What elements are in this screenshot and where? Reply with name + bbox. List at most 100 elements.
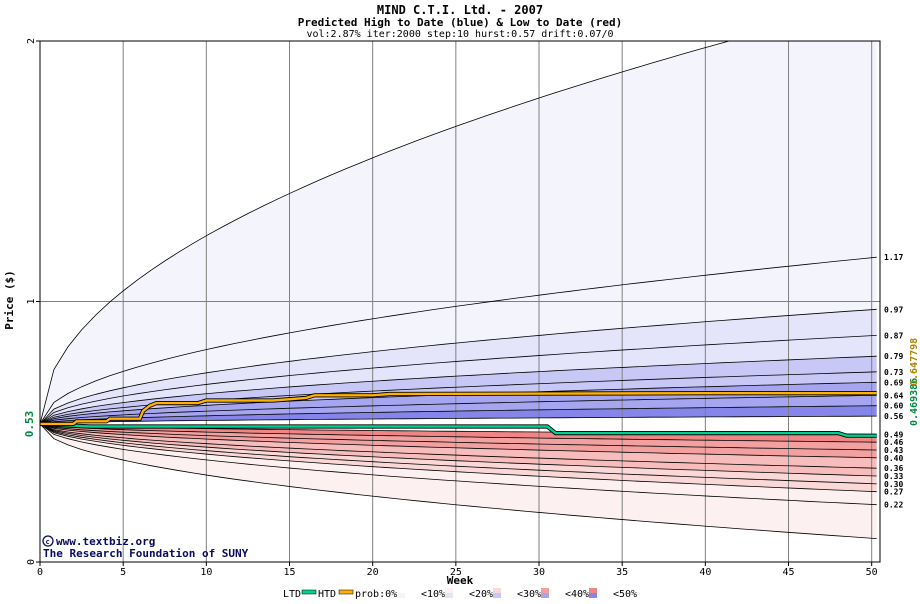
low-band-0 bbox=[40, 423, 877, 443]
legend-swatch-low bbox=[445, 588, 453, 593]
quantile-end-label: 0.97 bbox=[884, 305, 903, 314]
quantile-line bbox=[40, 423, 877, 539]
quantile-line bbox=[40, 423, 877, 506]
quantile-end-label: 0.87 bbox=[884, 331, 903, 340]
quantile-end-label: 0.60 bbox=[884, 402, 903, 411]
legend-prob-items: <10% <20% <30% <40% <50% bbox=[397, 588, 637, 600]
low-band-5 bbox=[40, 423, 877, 484]
quantile-end-label: 0.73 bbox=[884, 368, 903, 377]
legend-swatch-low bbox=[541, 588, 549, 593]
legend: LTD HTD prob:0% <10% <20% <30% <40% <50% bbox=[283, 588, 637, 600]
low-band-3 bbox=[40, 423, 877, 469]
quantile-end-label: 0.27 bbox=[884, 488, 903, 497]
low-band-4 bbox=[40, 423, 877, 476]
quantile-line bbox=[40, 415, 877, 425]
y-tick-label: 2 bbox=[26, 38, 37, 44]
legend-swatch-high bbox=[541, 593, 549, 598]
legend-swatch-high bbox=[397, 593, 405, 598]
quantile-end-label: 0.64 bbox=[884, 391, 903, 400]
high-band-8 bbox=[40, 405, 877, 424]
y-axis-label: Price ($) bbox=[3, 270, 16, 330]
chart-subtitle: Predicted High to Date (blue) & Low to D… bbox=[298, 16, 623, 29]
quantile-end-label: 0.36 bbox=[884, 464, 903, 473]
x-tick-labels: 0 5 10 15 20 25 30 35 40 45 50 bbox=[37, 562, 878, 578]
high-band-5 bbox=[40, 371, 877, 424]
quantile-end-label: 1.17 bbox=[884, 253, 903, 262]
high-band-0 bbox=[40, 41, 877, 424]
legend-item-label: <30% bbox=[517, 589, 541, 600]
quantile-line bbox=[40, 423, 877, 485]
legend-prob-prefix: prob:0% bbox=[355, 589, 397, 600]
legend-htd-label: HTD bbox=[318, 589, 336, 600]
quantile-end-label: 0.56 bbox=[884, 412, 903, 421]
x-tick-label: 5 bbox=[120, 567, 126, 578]
quantile-line bbox=[40, 355, 877, 425]
legend-swatch-high bbox=[589, 593, 597, 598]
legend-ltd-swatch bbox=[301, 589, 317, 595]
quantile-line bbox=[40, 335, 877, 425]
legend-swatch-high bbox=[445, 593, 453, 598]
credit-org: The Research Foundation of SUNY bbox=[43, 547, 249, 560]
x-tick-label: 10 bbox=[200, 567, 212, 578]
chart-title: MIND C.T.I. Ltd. - 2007 bbox=[377, 3, 543, 17]
low-band-6 bbox=[40, 423, 877, 492]
ltd-line bbox=[39, 422, 877, 437]
start-price-label: 0.53 bbox=[23, 411, 36, 438]
quantile-line bbox=[40, 423, 877, 477]
legend-ltd-label: LTD bbox=[283, 589, 301, 600]
y-tick-label: 1 bbox=[26, 298, 37, 304]
quantile-end-label: 0.46 bbox=[884, 438, 903, 447]
x-tick-label: 25 bbox=[450, 567, 462, 578]
high-band-3 bbox=[40, 335, 877, 424]
quantile-end-label: 0.22 bbox=[884, 501, 903, 510]
y-tick-label: 0 bbox=[26, 559, 37, 565]
quantile-line bbox=[40, 308, 877, 425]
quantile-end-label: 0.49 bbox=[884, 430, 903, 439]
low-band-7 bbox=[40, 423, 877, 505]
legend-swatch-low bbox=[397, 588, 405, 593]
legend-swatch-low bbox=[589, 588, 597, 593]
quantile-lines bbox=[40, 41, 877, 539]
legend-item-label: <10% bbox=[421, 589, 445, 600]
copyright-icon bbox=[42, 535, 54, 547]
x-tick-label: 30 bbox=[533, 567, 545, 578]
x-tick-label: 50 bbox=[866, 567, 878, 578]
x-axis-label: Week bbox=[447, 574, 474, 587]
chart-params: vol:2.87% iter:2000 step:10 hurst:0.57 d… bbox=[306, 29, 613, 40]
x-tick-label: 0 bbox=[37, 567, 43, 578]
quantile-line bbox=[40, 423, 877, 469]
high-band-7 bbox=[40, 395, 877, 424]
quantile-line bbox=[40, 256, 877, 425]
x-tick-label: 35 bbox=[616, 567, 628, 578]
htd-line bbox=[40, 392, 877, 426]
quantile-end-label: 0.40 bbox=[884, 454, 903, 463]
x-tick-label: 15 bbox=[283, 567, 295, 578]
x-tick-label: 45 bbox=[782, 567, 794, 578]
credit-block: c www.textbiz.org The Research Foundatio… bbox=[42, 535, 249, 560]
x-tick-label: 40 bbox=[699, 567, 711, 578]
legend-item-label: <40% bbox=[565, 589, 589, 600]
high-band-4 bbox=[40, 356, 877, 424]
copyright-letter: c bbox=[46, 538, 50, 546]
ltd-end-label: 0.469386 bbox=[909, 378, 920, 426]
quantile-end-labels: 1.17 0.97 0.87 0.79 0.730.69 0.64 0.600.56 0.49… bbox=[884, 253, 903, 509]
quantile-end-label: 0.69 bbox=[884, 378, 903, 387]
series-lines bbox=[39, 391, 877, 438]
legend-item-label: <20% bbox=[469, 589, 493, 600]
high-band-2 bbox=[40, 309, 877, 424]
quantile-end-label: 0.43 bbox=[884, 446, 903, 455]
quantile-end-label: 0.30 bbox=[884, 480, 903, 489]
legend-swatch-high bbox=[493, 593, 501, 598]
htd-end-label: 0.647798 bbox=[909, 338, 920, 386]
quantile-line bbox=[40, 394, 877, 425]
quantile-end-label: 0.79 bbox=[884, 352, 903, 361]
quantile-end-label: 0.33 bbox=[884, 472, 903, 481]
low-band-2 bbox=[40, 423, 877, 458]
x-tick-label: 20 bbox=[367, 567, 379, 578]
quantile-line bbox=[40, 423, 877, 459]
legend-swatch-low bbox=[493, 588, 501, 593]
legend-item-label: <50% bbox=[613, 589, 637, 600]
quantile-line bbox=[40, 405, 877, 425]
